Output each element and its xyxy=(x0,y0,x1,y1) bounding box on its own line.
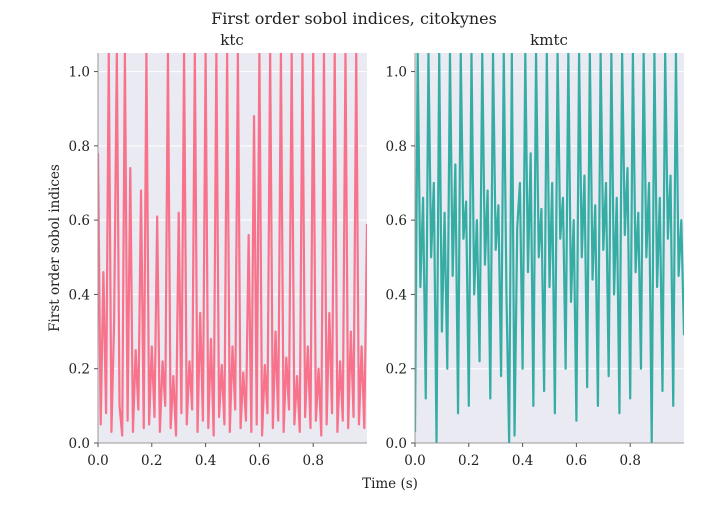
x-tick-label-ktc-0: 0.0 xyxy=(87,453,108,469)
subplot-title-kmtc: kmtc xyxy=(530,31,568,49)
y-tick-label-ktc-4: 0.8 xyxy=(69,139,90,155)
figure-title: First order sobol indices, citokynes xyxy=(211,9,497,28)
x-tick-label-kmtc-3: 0.6 xyxy=(566,453,587,469)
x-tick-label-kmtc-2: 0.4 xyxy=(512,453,533,469)
x-tick-label-kmtc-4: 0.8 xyxy=(619,453,640,469)
x-tick-label-kmtc-1: 0.2 xyxy=(458,453,479,469)
y-tick-label-ktc-5: 1.0 xyxy=(69,65,90,81)
x-tick-label-ktc-4: 0.8 xyxy=(302,453,323,469)
x-tick-label-ktc-2: 0.4 xyxy=(195,453,216,469)
y-tick-label-ktc-0: 0.0 xyxy=(69,436,90,452)
y-axis-label: First order sobol indices xyxy=(47,164,63,332)
y-tick-label-kmtc-1: 0.2 xyxy=(386,362,407,378)
series-line-kmtc-0 xyxy=(415,53,684,443)
subplot-kmtc: kmtc 0.0 0.2 0.4 0.6 0.8 0.0 0.2 0.4 0.6 0.8 1.0 xyxy=(386,31,684,469)
y-tick-label-ktc-1: 0.2 xyxy=(69,362,90,378)
subplot-ktc: ktc 0.0 0.2 0.4 0.6 0.8 0.0 0.2 0.4 0.6 0.8 1.0 xyxy=(69,31,367,469)
y-tick-label-ktc-3: 0.6 xyxy=(69,213,90,229)
y-tick-label-kmtc-2: 0.4 xyxy=(386,287,407,303)
y-tick-label-kmtc-5: 1.0 xyxy=(386,65,407,81)
y-tick-label-ktc-2: 0.4 xyxy=(69,287,90,303)
y-tick-label-kmtc-4: 0.8 xyxy=(386,139,407,155)
subplot-title-ktc: ktc xyxy=(220,31,244,49)
x-axis-label: Time (s) xyxy=(362,476,418,492)
x-tick-label-ktc-1: 0.2 xyxy=(141,453,162,469)
y-tick-label-kmtc-0: 0.0 xyxy=(386,436,407,452)
x-tick-label-ktc-3: 0.6 xyxy=(249,453,270,469)
series-line-ktc-0 xyxy=(98,53,367,437)
x-tick-label-kmtc-0: 0.0 xyxy=(404,453,425,469)
y-tick-label-kmtc-3: 0.6 xyxy=(386,213,407,229)
